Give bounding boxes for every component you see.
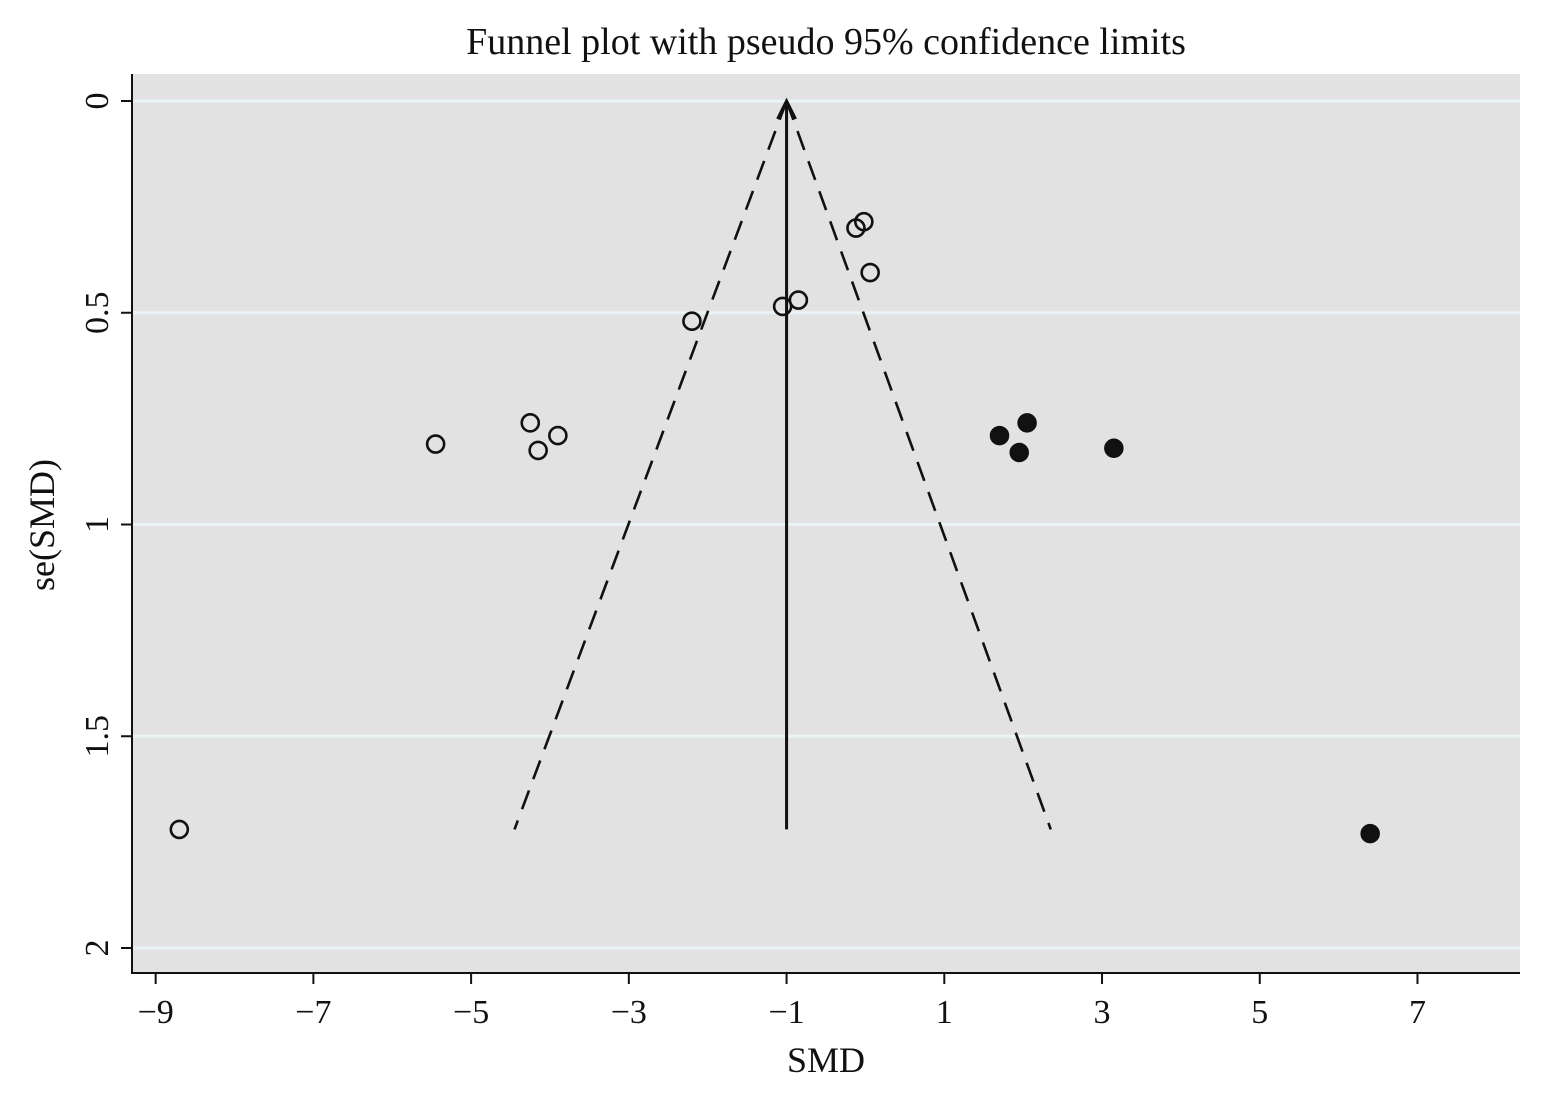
gridlines [132, 99, 1520, 950]
funnel-right-limit [785, 100, 1052, 830]
filled-point-2 [1009, 442, 1029, 463]
pooled-effect-line [776, 97, 797, 830]
filled-point-0 [989, 425, 1010, 446]
hollow-point-4 [788, 290, 809, 310]
y-tick-label-1: 0.5 [79, 292, 116, 335]
funnel-left-limit [513, 100, 788, 830]
filled-point-1 [1017, 413, 1037, 433]
x-tick-label-3: −3 [611, 994, 647, 1031]
hollow-point-2 [860, 262, 880, 283]
hollow-point-8 [548, 425, 568, 446]
hollow-point-10 [169, 819, 190, 840]
x-tick-label-2: −5 [453, 994, 489, 1031]
chart-title: Funnel plot with pseudo 95% confidence l… [466, 21, 1186, 63]
x-tick-label-8: 7 [1409, 994, 1426, 1031]
y-tick-label-0: 0 [79, 93, 116, 110]
y-tick-label-4: 2 [79, 940, 116, 957]
hollow-point-1 [854, 211, 874, 232]
hollow-point-7 [528, 440, 548, 461]
study-points [169, 211, 1380, 844]
funnel-limits [513, 100, 1052, 830]
y-axis-title: se(SMD) [22, 459, 62, 591]
filled-point-3 [1104, 438, 1124, 459]
x-tick-label-0: −9 [138, 994, 174, 1031]
hollow-point-6 [520, 413, 541, 433]
x-tick-label-4: −1 [768, 994, 804, 1031]
hollow-point-5 [682, 311, 702, 332]
filled-point-4 [1360, 823, 1380, 844]
x-tick-label-6: 3 [1094, 994, 1111, 1031]
x-tick-label-1: −7 [295, 994, 331, 1031]
y-tick-label-3: 1.5 [79, 715, 116, 758]
y-tick-label-2: 1 [79, 516, 116, 533]
axes: −9 −7 −5 −3 −1 1 3 5 7 0 0.5 1 1.5 2 [79, 74, 1520, 1031]
x-tick-label-7: 5 [1251, 994, 1268, 1031]
x-axis-title: SMD [787, 1040, 865, 1080]
pooled-effect-arrowhead [776, 97, 797, 120]
hollow-point-9 [425, 434, 446, 454]
x-tick-label-5: 1 [936, 994, 953, 1031]
